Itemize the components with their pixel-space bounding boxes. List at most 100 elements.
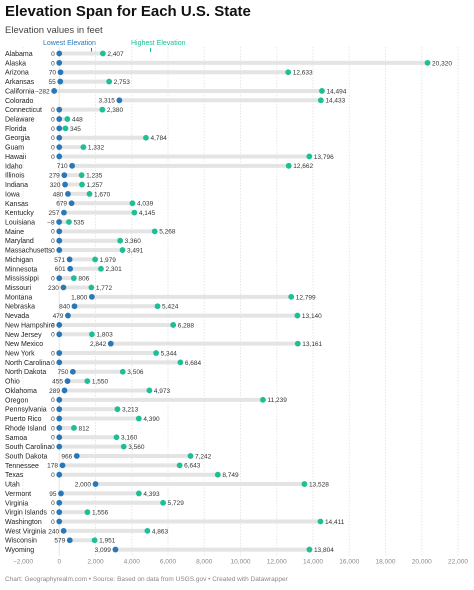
x-tick-label: −2,000 — [13, 559, 33, 566]
low-point — [57, 78, 64, 85]
high-point — [317, 518, 324, 525]
x-tick-label: 16,000 — [339, 559, 359, 566]
state-label: California — [5, 88, 35, 95]
high-value-label: 5,424 — [162, 304, 179, 311]
high-point — [70, 275, 77, 282]
low-point — [64, 378, 71, 384]
state-label: Colorado — [5, 98, 34, 105]
high-point — [177, 359, 184, 366]
high-point — [106, 78, 113, 85]
low-point — [59, 462, 66, 469]
low-point — [56, 518, 63, 525]
low-point — [56, 50, 63, 57]
low-value-label: 0 — [51, 519, 55, 526]
low-value-label: 1,800 — [71, 294, 88, 301]
state-label: New Hampshire — [5, 322, 55, 329]
x-tick-label: 4,000 — [124, 559, 141, 566]
high-value-label: 12,799 — [296, 294, 316, 301]
high-value-label: 4,145 — [139, 210, 156, 217]
high-point — [154, 303, 161, 310]
high-value-label: 1,257 — [87, 182, 104, 189]
state-label: Alaska — [5, 60, 26, 67]
x-tick-label: 10,000 — [231, 559, 251, 566]
high-value-label: 806 — [78, 276, 89, 283]
high-value-label: 4,039 — [137, 201, 154, 208]
low-value-label: 279 — [49, 173, 60, 180]
x-tick-label: 12,000 — [267, 559, 287, 566]
high-value-label: 3,560 — [128, 444, 145, 451]
low-point — [62, 181, 68, 188]
state-label: Kentucky — [5, 210, 34, 217]
chart-footer: Chart: Geographyrealm.com • Source: Base… — [5, 576, 288, 583]
high-point — [319, 88, 325, 94]
state-label: Maine — [5, 229, 24, 236]
low-point — [56, 415, 63, 422]
high-value-label: 1,951 — [99, 538, 116, 545]
state-label: Florida — [5, 126, 27, 133]
state-label: North Dakota — [5, 369, 46, 376]
state-label: Delaware — [5, 117, 35, 124]
high-value-label: 6,643 — [184, 463, 201, 470]
state-label: Utah — [5, 482, 20, 489]
high-point — [306, 546, 313, 553]
high-value-label: 14,411 — [325, 519, 345, 526]
x-tick-label: 22,000 — [448, 559, 468, 566]
low-value-label: 0 — [51, 145, 55, 152]
low-point — [56, 350, 63, 356]
x-tick-label: 20,000 — [412, 559, 432, 566]
state-label: Rhode Island — [5, 425, 46, 432]
high-value-label: 4,393 — [143, 491, 160, 498]
high-value-label: 1,556 — [92, 510, 109, 517]
high-point — [301, 481, 308, 487]
high-point — [424, 59, 431, 66]
high-point — [317, 97, 324, 104]
high-point — [62, 125, 69, 132]
low-value-label: 55 — [49, 79, 57, 86]
state-label: Minnesota — [5, 266, 37, 273]
high-value-label: 1,550 — [92, 379, 109, 386]
low-point — [61, 209, 67, 216]
high-value-label: 4,390 — [143, 416, 160, 423]
x-tick-label: 8,000 — [196, 559, 213, 566]
high-point — [146, 387, 153, 394]
legend-high-label: Highest Elevation — [131, 40, 186, 47]
low-point — [65, 312, 71, 319]
low-value-label: 0 — [51, 116, 55, 123]
high-point — [285, 162, 292, 169]
high-value-label: 13,161 — [302, 341, 322, 348]
high-point — [84, 509, 91, 516]
high-value-label: 8,749 — [222, 472, 239, 479]
low-value-label: 0 — [51, 425, 55, 432]
state-label: Indiana — [5, 182, 28, 189]
state-label: Samoa — [5, 435, 27, 442]
high-point — [86, 191, 93, 197]
state-label: Iowa — [5, 191, 20, 198]
state-label: North Carolina — [5, 360, 50, 367]
high-value-label: 12,662 — [293, 163, 313, 170]
high-point — [78, 172, 85, 179]
low-point — [66, 256, 73, 263]
high-value-label: 14,433 — [325, 98, 345, 105]
high-value-label: 3,506 — [127, 369, 144, 376]
high-point — [89, 331, 95, 338]
high-point — [84, 378, 91, 384]
state-label: Virginia — [5, 500, 28, 507]
high-point — [129, 200, 136, 207]
state-label: Michigan — [5, 257, 33, 264]
high-value-label: 13,804 — [314, 547, 334, 554]
state-label: New Mexico — [5, 341, 43, 348]
low-value-label: 0 — [51, 276, 55, 283]
low-value-label: 0 — [51, 416, 55, 423]
high-point — [119, 247, 126, 253]
high-value-label: 5,268 — [159, 229, 176, 236]
state-label: Hawaii — [5, 154, 26, 161]
high-point — [214, 471, 221, 478]
low-point — [56, 322, 63, 328]
low-value-label: 480 — [53, 191, 64, 198]
state-label: Missouri — [5, 285, 32, 292]
x-tick-label: 2,000 — [87, 559, 104, 566]
state-label: Puerto Rico — [5, 416, 42, 423]
high-value-label: 1,235 — [86, 173, 103, 180]
low-value-label: 257 — [49, 210, 60, 217]
state-label: Virgin Islands — [5, 510, 47, 517]
